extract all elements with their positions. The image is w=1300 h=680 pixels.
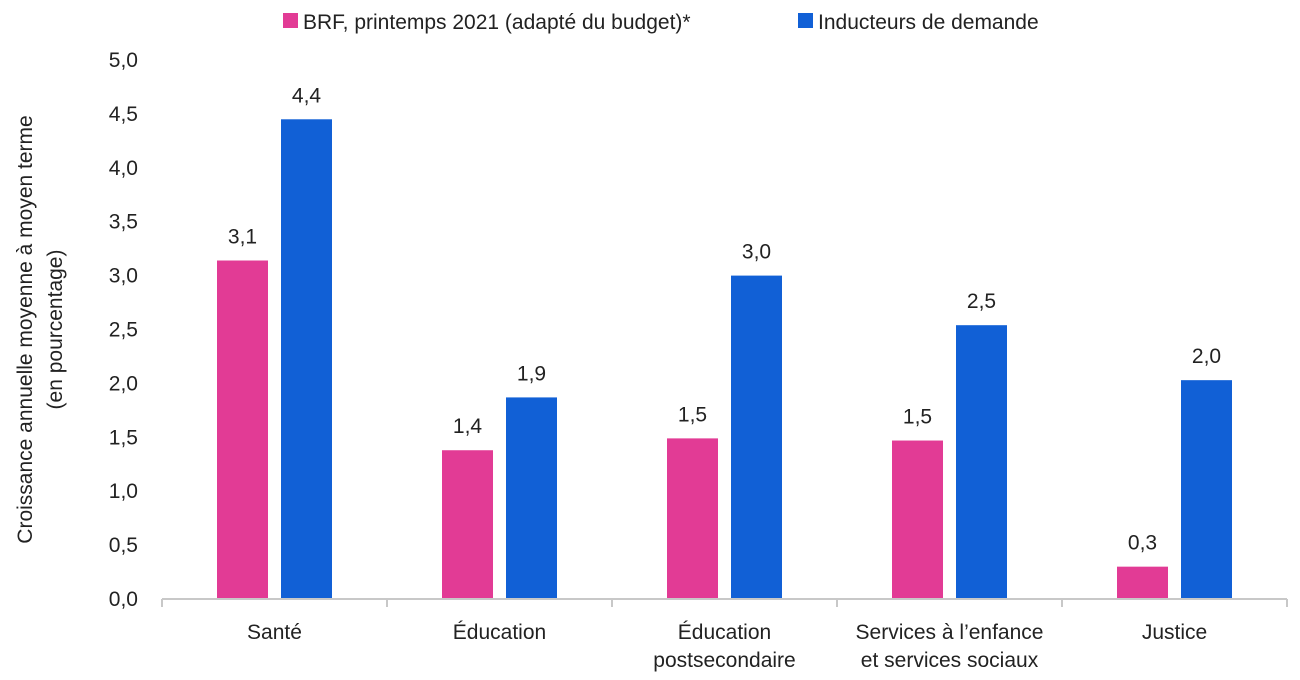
x-category-label: Justice — [1142, 621, 1207, 644]
data-label: 3,0 — [742, 241, 771, 264]
x-axis: Santé Éducation Éducation postsecondaire Ser… — [161, 598, 1288, 672]
x-category-label: Éducation — [678, 621, 771, 644]
x-category-label: postsecondaire — [653, 649, 795, 672]
legend-swatch — [283, 13, 298, 28]
y-tick-label: 3,5 — [109, 211, 138, 234]
data-label: 2,0 — [1192, 345, 1221, 368]
y-tick-label: 2,0 — [109, 372, 138, 395]
bar-brf — [217, 260, 268, 599]
bar-brf — [667, 438, 718, 599]
legend-label: BRF, printemps 2021 (adapté du budget)* — [303, 11, 691, 34]
y-tick-label: 3,0 — [109, 265, 138, 288]
bar-inducteurs — [1181, 380, 1232, 599]
bars: 3,1 1,4 1,5 1,5 0,3 4,4 1,9 3,0 2,5 2,0 — [217, 84, 1232, 599]
data-label: 0,3 — [1128, 532, 1157, 555]
data-label: 1,5 — [678, 403, 707, 426]
legend-item: Inducteurs de demande — [798, 11, 1039, 34]
bar-inducteurs — [281, 119, 332, 599]
y-tick-label: 4,5 — [109, 103, 138, 126]
bar-brf — [442, 450, 493, 599]
bar-brf — [1117, 566, 1168, 599]
y-tick-label: 0,0 — [109, 588, 138, 611]
y-axis-title-line: (en pourcentage) — [44, 250, 67, 410]
x-category-label: Éducation — [453, 621, 546, 644]
legend-item: BRF, printemps 2021 (adapté du budget)* — [283, 11, 691, 34]
y-tick-label: 4,0 — [109, 157, 138, 180]
y-tick-label: 5,0 — [109, 49, 138, 72]
x-category-label: Santé — [247, 621, 302, 644]
y-tick-label: 1,0 — [109, 480, 138, 503]
legend-swatch — [798, 13, 813, 28]
y-axis-ticks: 0,0 0,5 1,0 1,5 2,0 2,5 3,0 3,5 4,0 4,5 5,0 — [109, 49, 138, 611]
data-label: 1,9 — [517, 362, 546, 385]
data-label: 2,5 — [967, 290, 996, 313]
bar-inducteurs — [506, 397, 557, 599]
y-axis-title-line: Croissance annuelle moyenne à moyen term… — [14, 115, 37, 543]
legend-label: Inducteurs de demande — [818, 11, 1039, 34]
bar-brf — [892, 440, 943, 599]
legend: BRF, printemps 2021 (adapté du budget)* I… — [283, 11, 1039, 34]
data-label: 1,4 — [453, 415, 483, 438]
x-category-label: et services sociaux — [861, 649, 1039, 672]
data-label: 3,1 — [228, 226, 257, 249]
data-label: 1,5 — [903, 406, 932, 429]
bar-inducteurs — [956, 325, 1007, 599]
x-category-label: Services à l’enfance — [856, 621, 1044, 644]
y-tick-label: 0,5 — [109, 534, 138, 557]
y-tick-label: 2,5 — [109, 319, 138, 342]
bar-inducteurs — [731, 275, 782, 599]
data-label: 4,4 — [292, 84, 322, 107]
y-axis-title: Croissance annuelle moyenne à moyen term… — [14, 115, 67, 543]
y-tick-label: 1,5 — [109, 426, 138, 449]
